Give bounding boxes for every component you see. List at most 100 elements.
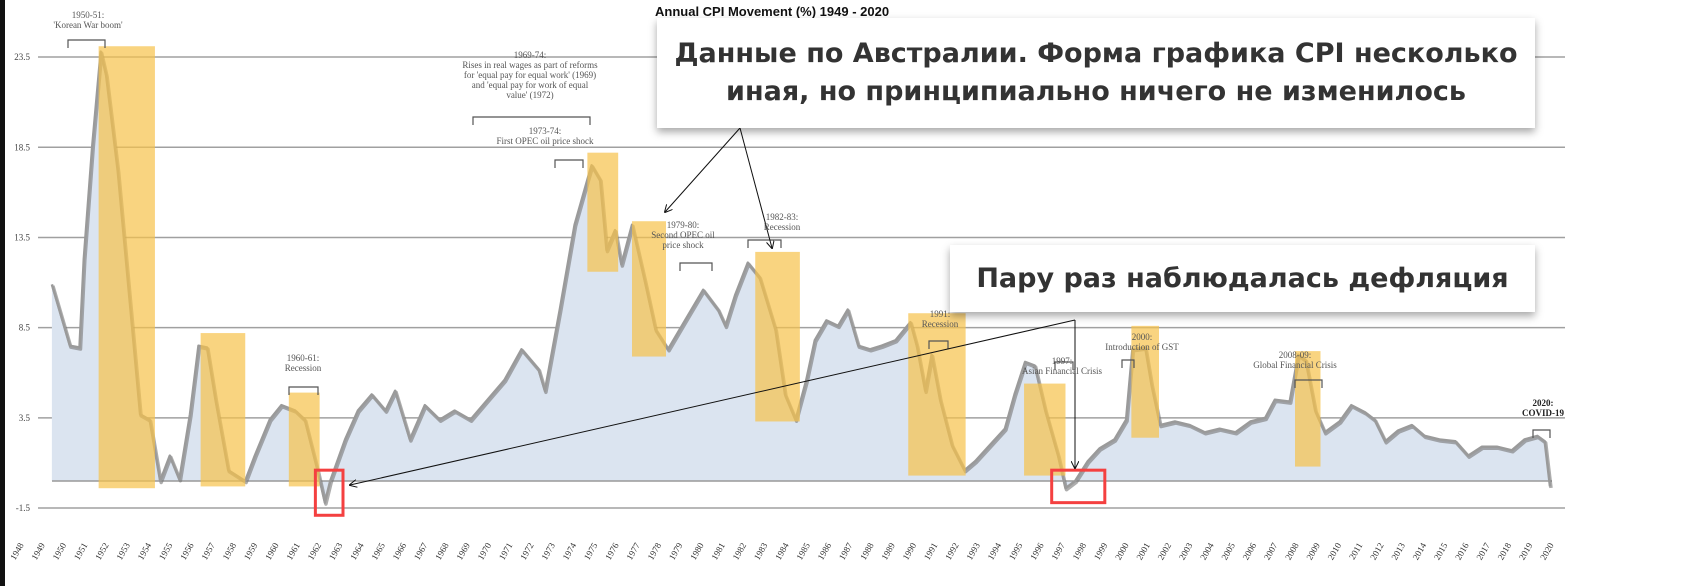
x-tick-label: 1964 bbox=[348, 541, 366, 562]
x-tick-label: 2019 bbox=[1517, 541, 1535, 562]
highlight-band bbox=[632, 221, 666, 357]
annotation-line: 1950-51: bbox=[71, 10, 105, 20]
x-tick-label: 2014 bbox=[1411, 541, 1429, 562]
x-tick-label: 2015 bbox=[1432, 541, 1450, 562]
x-tick-label: 1981 bbox=[709, 541, 727, 562]
annotation-bracket bbox=[1054, 361, 1074, 370]
highlight-band bbox=[200, 333, 246, 487]
x-tick-label: 1971 bbox=[497, 541, 515, 562]
annotation-line: Second OPEC oil bbox=[651, 230, 715, 240]
x-tick-label: 2006 bbox=[1241, 541, 1259, 562]
x-tick-label: 1982 bbox=[731, 541, 749, 562]
x-tick-label: 1949 bbox=[29, 541, 47, 562]
x-tick-label: 1959 bbox=[242, 541, 260, 562]
annotation-label: 1969-74: Rises in real wages as part of r… bbox=[462, 50, 597, 100]
x-tick-label: 1961 bbox=[284, 541, 302, 562]
x-tick-label: 2005 bbox=[1219, 541, 1237, 562]
annotation-line: 1960-61: bbox=[286, 353, 320, 363]
callout-arrow bbox=[350, 319, 1076, 485]
annotation-line: and 'equal pay for work of equal bbox=[471, 80, 589, 90]
annotation-bracket bbox=[928, 340, 949, 349]
annotation-bracket bbox=[747, 239, 782, 248]
cpi-line bbox=[50, 50, 1552, 504]
x-tick-label: 1997 bbox=[1049, 541, 1067, 562]
callout-arrow bbox=[665, 127, 741, 212]
highlight-band bbox=[587, 152, 619, 272]
annotation-line: First OPEC oil price shock bbox=[496, 136, 594, 146]
annotation-bracket bbox=[679, 262, 713, 271]
annotation-line: 1991: bbox=[929, 309, 951, 319]
y-tick-label: 8.5 bbox=[19, 323, 31, 333]
x-tick-label: 1973 bbox=[539, 541, 557, 562]
x-tick-label: 1990 bbox=[901, 541, 919, 562]
x-tick-label: 1950 bbox=[51, 541, 69, 562]
x-tick-label: 1957 bbox=[199, 541, 217, 562]
annotation-label: 1950-51: 'Korean War boom' bbox=[53, 10, 122, 30]
annotation-line: 1973-74: bbox=[528, 126, 562, 136]
x-tick-label: 1987 bbox=[837, 541, 855, 562]
x-tick-label: 1985 bbox=[794, 541, 812, 562]
x-tick-label: 2020 bbox=[1538, 541, 1556, 562]
x-tick-label: 1999 bbox=[1092, 541, 1110, 562]
x-tick-label: 2004 bbox=[1198, 541, 1216, 562]
annotation-line: Global Financial Crisis bbox=[1253, 360, 1337, 370]
x-tick-label: 1952 bbox=[93, 541, 111, 562]
x-tick-label: 1979 bbox=[667, 541, 685, 562]
annotation-line: 1969-74: bbox=[513, 50, 547, 60]
x-tick-label: 1998 bbox=[1071, 541, 1089, 562]
annotation-bracket bbox=[1532, 429, 1551, 438]
annotation-label: 1973-74: First OPEC oil price shock bbox=[497, 126, 594, 146]
annotation-label: 1991: Recession bbox=[922, 309, 959, 329]
annotation-line: 2000: bbox=[1131, 332, 1153, 342]
annotation-label: 1960-61: Recession bbox=[285, 353, 322, 373]
annotation-label: 2008-09: Global Financial Crisis bbox=[1253, 350, 1337, 370]
x-tick-label: 1963 bbox=[327, 541, 345, 562]
x-tick-label: 2017 bbox=[1474, 541, 1492, 562]
annotation-line: Rises in real wages as part of reforms bbox=[462, 60, 598, 70]
x-tick-label: 1993 bbox=[964, 541, 982, 562]
x-tick-label: 1951 bbox=[72, 541, 90, 562]
annotation-line: 1997: bbox=[1051, 356, 1073, 366]
annotation-label: 2000: Introduction of GST bbox=[1105, 332, 1179, 352]
annotation-line: Introduction of GST bbox=[1105, 342, 1179, 352]
x-tick-label: 1995 bbox=[1007, 541, 1025, 562]
x-tick-label: 1970 bbox=[476, 541, 494, 562]
x-tick-label: 1996 bbox=[1028, 541, 1046, 562]
x-tick-label: 2010 bbox=[1326, 541, 1344, 562]
x-tick-label: 1975 bbox=[582, 541, 600, 562]
x-tick-label: 1954 bbox=[136, 541, 154, 562]
x-tick-label: 1986 bbox=[816, 541, 834, 562]
highlight-band bbox=[98, 46, 155, 489]
x-tick-label: 1966 bbox=[391, 541, 409, 562]
highlight-band bbox=[1131, 325, 1159, 438]
x-tick-label: 1965 bbox=[369, 541, 387, 562]
x-tick-label: 1958 bbox=[221, 541, 239, 562]
annotation-label: 1997: Asian Financial Crisis bbox=[1022, 356, 1102, 376]
annotation-bracket bbox=[1121, 359, 1135, 368]
x-tick-label: 1956 bbox=[178, 541, 196, 562]
x-tick-label: 2009 bbox=[1304, 541, 1322, 562]
x-tick-label: 1969 bbox=[454, 541, 472, 562]
x-tick-label: 2007 bbox=[1262, 541, 1280, 562]
x-tick-label: 1962 bbox=[306, 541, 324, 562]
y-tick-label: 13.5 bbox=[14, 232, 30, 242]
x-tick-label: 1984 bbox=[773, 541, 791, 562]
annotation-line: COVID-19 bbox=[1522, 408, 1564, 418]
deflation-box bbox=[1050, 468, 1107, 505]
x-tick-label: 2011 bbox=[1347, 541, 1364, 561]
x-tick-label: 1974 bbox=[561, 541, 579, 562]
highlight-band bbox=[1024, 383, 1066, 476]
chart-title: Annual CPI Movement (%) 1949 - 2020 bbox=[655, 4, 890, 19]
x-tick-label: 1968 bbox=[433, 541, 451, 562]
annotation-line: 2020: bbox=[1532, 398, 1554, 408]
callout-text: Пару раз наблюдалась дефляция bbox=[976, 262, 1509, 294]
x-tick-label: 1948 bbox=[8, 541, 26, 562]
callout-line-2: иная, но принципиально ничего не изменил… bbox=[726, 76, 1466, 107]
annotation-bracket bbox=[554, 159, 584, 168]
annotation-label: 1982-83: Recession bbox=[764, 212, 801, 232]
annotation-line: Asian Financial Crisis bbox=[1022, 366, 1102, 376]
callout-arrow bbox=[739, 127, 772, 248]
x-tick-label: 2016 bbox=[1453, 541, 1471, 562]
annotation-line: Recession bbox=[284, 363, 322, 373]
